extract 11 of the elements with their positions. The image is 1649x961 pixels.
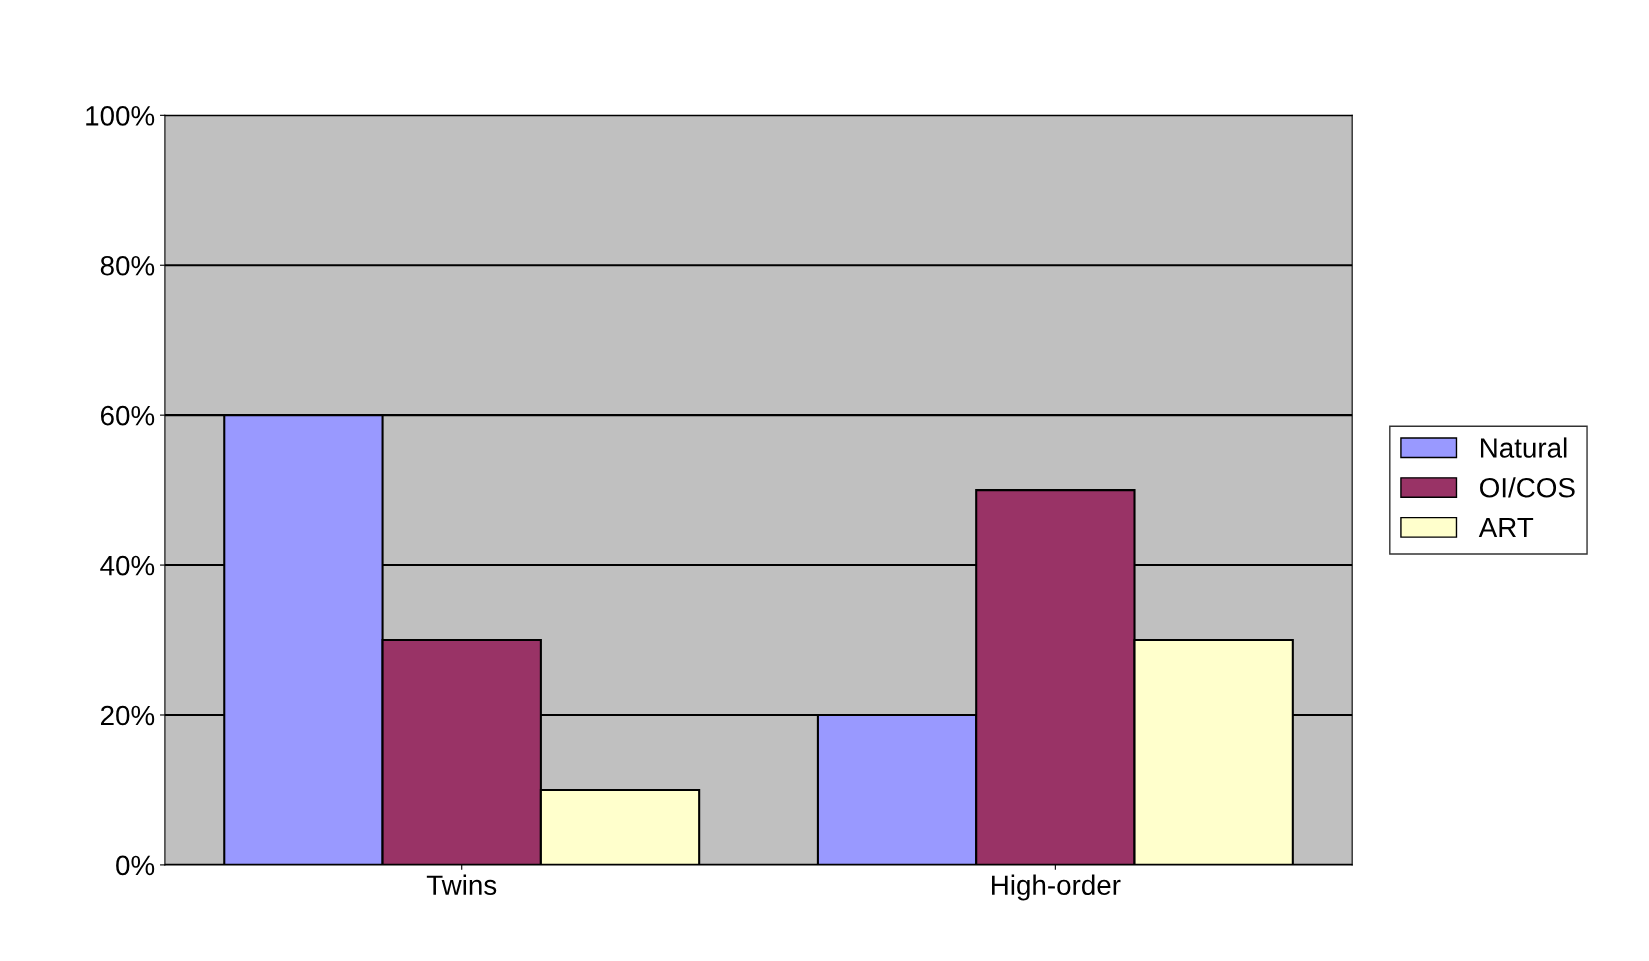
y-tick-label: 0% xyxy=(116,855,155,876)
y-tick-label: 40% xyxy=(100,555,155,576)
y-tick-label: 20% xyxy=(100,705,155,726)
y-tick-label: 60% xyxy=(100,405,155,426)
legend-label: Natural xyxy=(1480,437,1567,458)
y-tick-label: 100% xyxy=(86,105,155,126)
legend-label: OI/COS xyxy=(1480,477,1575,498)
x-tick-label: High-order xyxy=(992,874,1121,901)
legend-label: ART xyxy=(1478,517,1534,538)
y-tick-label: 80% xyxy=(100,255,155,276)
x-tick-label: Twins xyxy=(426,874,497,896)
